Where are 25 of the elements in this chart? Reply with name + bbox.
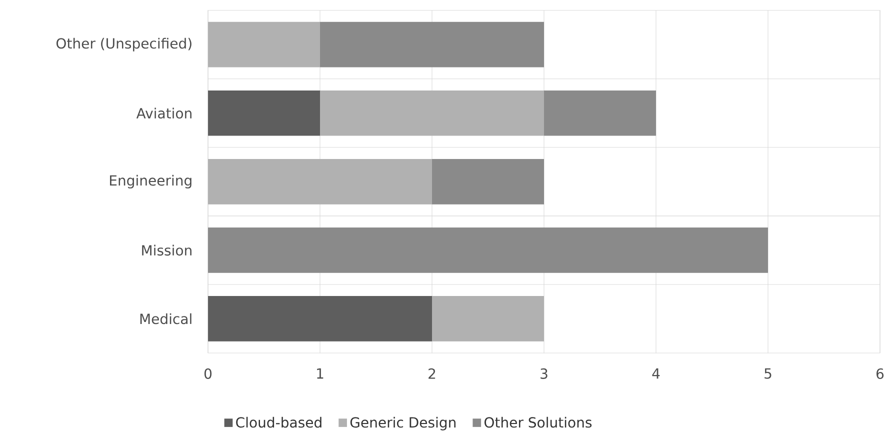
bar [432,296,544,342]
bar [432,158,544,204]
bar [208,296,432,342]
bar [208,228,768,273]
bar [320,90,544,136]
x-tick-label: 3 [540,368,548,379]
legend-label: Cloud-based [236,416,322,428]
x-tick-label: 1 [317,368,324,379]
x-tick-label: 4 [652,368,660,379]
x-tick-label: 2 [428,368,436,379]
bar [208,158,432,204]
x-tick-label: 6 [876,368,884,379]
bar [320,22,544,68]
y-tick-label: Engineering [110,174,192,188]
y-tick-label: Other (Unspecified) [56,38,192,52]
x-tick-label: 0 [204,368,212,379]
y-tick-label: Mission [142,244,192,256]
x-tick-label: 5 [764,368,772,379]
y-tick-label: Aviation [136,108,192,119]
bar [208,90,320,136]
bar [208,22,320,68]
legend-label: Other Solutions [484,416,592,428]
bar [544,90,656,136]
y-tick-label: Medical [140,313,192,324]
legend-label: Generic Design [350,416,456,430]
